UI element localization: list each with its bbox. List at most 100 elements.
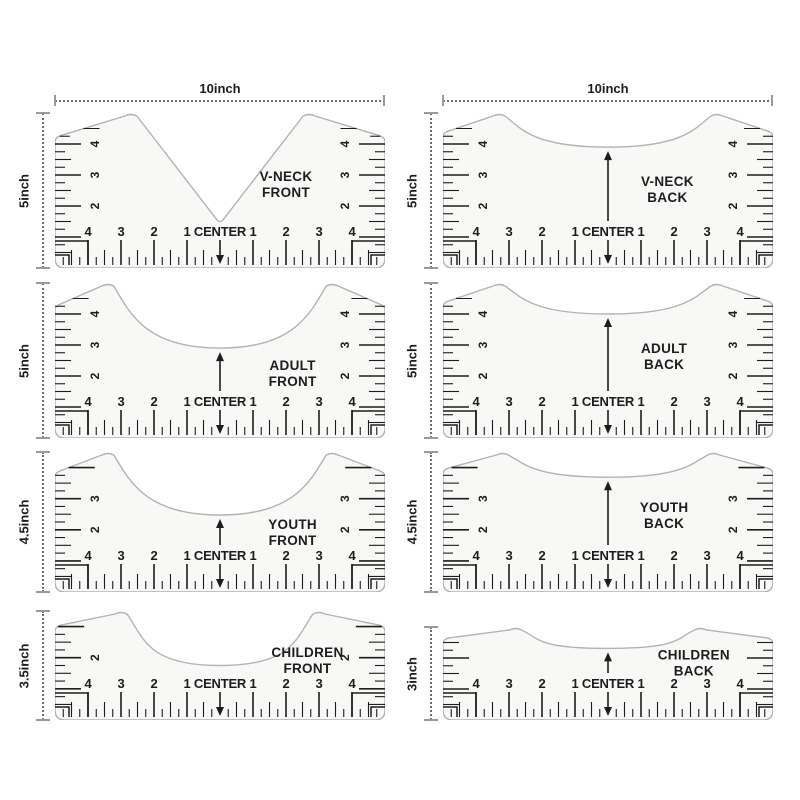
bottom-scale-number: 3 (117, 548, 124, 563)
ruler-name-line: CHILDREN (271, 645, 343, 660)
bottom-scale-number: 3 (505, 224, 512, 239)
side-scale-number: 4 (476, 310, 490, 317)
height-dimension-label: 3.5inch (16, 643, 32, 688)
bottom-scale-number: 1 (183, 224, 190, 239)
corner-bracket-right (351, 410, 385, 435)
height-dimension-line (42, 452, 44, 592)
bottom-scale-number: 1 (637, 224, 644, 239)
bottom-scale-number: 3 (703, 224, 710, 239)
height-dimension-line (430, 627, 432, 720)
tick-marks (443, 127, 773, 265)
bottom-scale-number: 2 (282, 224, 289, 239)
arrowhead-up-icon (216, 519, 224, 528)
dimension-end-cap (36, 267, 50, 269)
bottom-scale-number: 2 (282, 676, 289, 691)
height-dimension-line (42, 283, 44, 438)
center-label: CENTER (582, 224, 635, 239)
bottom-scale-number: 3 (315, 548, 322, 563)
bottom-scale-number: 4 (348, 548, 356, 563)
dimension-end-cap (424, 267, 438, 269)
bottom-scale-number: 1 (637, 394, 644, 409)
bottom-scale-number: 4 (348, 224, 356, 239)
height-dimension-line (430, 452, 432, 592)
bottom-scale-number: 4 (84, 676, 92, 691)
center-arrows (216, 352, 224, 434)
bottom-scale-number: 1 (571, 676, 578, 691)
corner-bracket-right (739, 564, 773, 589)
bottom-scale-number: 2 (670, 224, 677, 239)
side-scale-number: 2 (726, 372, 740, 379)
ruler-name-line: ADULT (641, 341, 688, 356)
dimension-end-cap (36, 282, 50, 284)
bottom-scale-number: 3 (703, 676, 710, 691)
height-dimension-label: 5inch (16, 343, 32, 378)
bottom-scale-number: 3 (315, 224, 322, 239)
dimension-end-cap (36, 112, 50, 114)
bottom-scale-number: 2 (538, 676, 545, 691)
ruler-name-line: V-NECK (260, 169, 313, 184)
corner-bracket-left (443, 564, 477, 589)
corner-bracket-right (739, 410, 773, 435)
bottom-scale-number: 2 (282, 548, 289, 563)
side-scale-number: 2 (88, 526, 102, 533)
side-scale-number: 3 (726, 495, 740, 502)
arrowhead-down-icon (604, 707, 612, 716)
bottom-scale-number: 1 (571, 548, 578, 563)
tick-marks (55, 466, 385, 589)
ruler-outline (443, 627, 773, 720)
bottom-scale-number: 1 (183, 676, 190, 691)
dimension-end-cap (424, 112, 438, 114)
arrowhead-down-icon (216, 707, 224, 716)
bottom-scale-number: 2 (538, 394, 545, 409)
side-scale-number: 4 (338, 140, 352, 147)
bottom-scale-number: 2 (150, 548, 157, 563)
dimension-end-cap (383, 95, 385, 106)
side-scale-number: 2 (476, 202, 490, 209)
ruler-name-line: FRONT (269, 533, 317, 548)
center-label: CENTER (194, 676, 247, 691)
bottom-scale-number: 2 (538, 548, 545, 563)
dimension-end-cap (771, 95, 773, 106)
side-scale-number: 4 (88, 310, 102, 317)
width-dimension-label: 10inch (199, 81, 241, 96)
side-scale-number: 3 (338, 171, 352, 178)
side-scale-number: 2 (338, 526, 352, 533)
center-label: CENTER (582, 548, 635, 563)
corner-bracket-right (351, 240, 385, 265)
bottom-scale-number: 4 (348, 394, 356, 409)
bottom-scale-number: 1 (249, 224, 256, 239)
corner-bracket-right (351, 564, 385, 589)
bottom-scale-number: 3 (117, 394, 124, 409)
side-scale-number: 2 (476, 526, 490, 533)
bottom-scale-number: 1 (637, 676, 644, 691)
arrowhead-down-icon (216, 425, 224, 434)
dimension-end-cap (424, 719, 438, 721)
side-scale-number: 2 (338, 372, 352, 379)
ruler-name-line: BACK (647, 190, 687, 205)
corner-bracket-left (443, 240, 477, 265)
ruler-name-line: CHILDREN (658, 648, 730, 663)
bottom-scale-number: 3 (505, 548, 512, 563)
bottom-scale-number: 4 (472, 548, 480, 563)
ruler-outline (55, 611, 385, 720)
bottom-scale-number: 2 (150, 676, 157, 691)
side-scale-number: 4 (338, 310, 352, 317)
bottom-scale-number: 4 (736, 394, 744, 409)
side-scale-number: 3 (338, 341, 352, 348)
height-dimension-label: 5inch (404, 173, 420, 208)
dimension-end-cap (54, 95, 56, 106)
ruler-name-line: FRONT (269, 374, 317, 389)
arrowhead-down-icon (604, 579, 612, 588)
width-dimension-label: 10inch (587, 81, 629, 96)
dimension-end-cap (36, 719, 50, 721)
height-dimension-line (42, 611, 44, 720)
bottom-scale-number: 4 (84, 548, 92, 563)
center-arrows (604, 318, 612, 434)
corner-bracket-left (55, 564, 89, 589)
bottom-scale-number: 1 (249, 394, 256, 409)
